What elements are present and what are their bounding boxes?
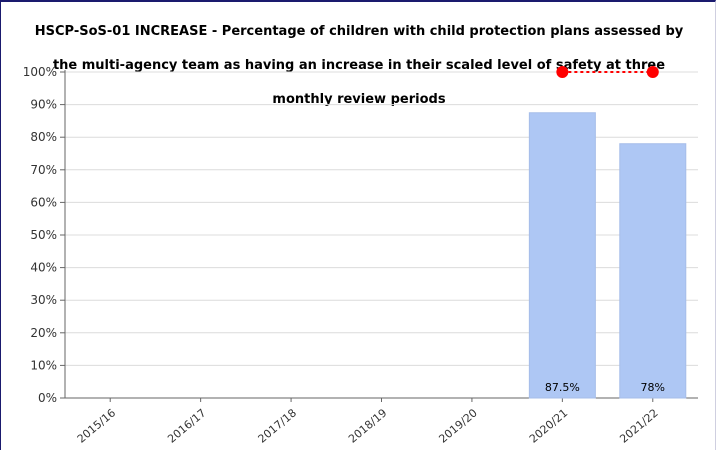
x-tick-label: 2016/17: [165, 406, 208, 445]
target-point: [646, 66, 659, 78]
bar: [619, 143, 687, 399]
x-tick-label: 2018/19: [346, 406, 389, 445]
bar-data-label: 78%: [641, 381, 665, 394]
x-tick-label: 2019/20: [436, 406, 479, 445]
bar: [528, 112, 596, 399]
y-tick-label: 40%: [30, 261, 57, 275]
x-tick-label: 2021/22: [617, 406, 660, 445]
y-tick-label: 90%: [30, 98, 57, 112]
y-tick-label: 10%: [30, 358, 57, 372]
y-tick-label: 60%: [30, 195, 57, 209]
y-tick-label: 100%: [23, 65, 57, 79]
y-tick-label: 80%: [30, 130, 57, 144]
chart-title: HSCP-SoS-01 INCREASE - Percentage of chi…: [4, 6, 714, 125]
x-tick-label: 2017/18: [256, 406, 299, 445]
x-tick-label: 2020/21: [527, 406, 570, 445]
y-tick-label: 20%: [30, 326, 57, 340]
target-point: [556, 66, 569, 78]
chart-title-line-1: HSCP-SoS-01 INCREASE - Percentage of chi…: [34, 24, 684, 39]
y-tick-label: 30%: [30, 293, 57, 307]
y-tick-label: 70%: [30, 163, 57, 177]
bar-data-label: 87.5%: [545, 381, 580, 394]
y-tick-label: 0%: [38, 391, 57, 405]
chart-title-line-3: monthly review periods: [272, 92, 446, 107]
x-tick-label: 2015/16: [75, 406, 118, 445]
y-tick-label: 50%: [30, 228, 57, 242]
